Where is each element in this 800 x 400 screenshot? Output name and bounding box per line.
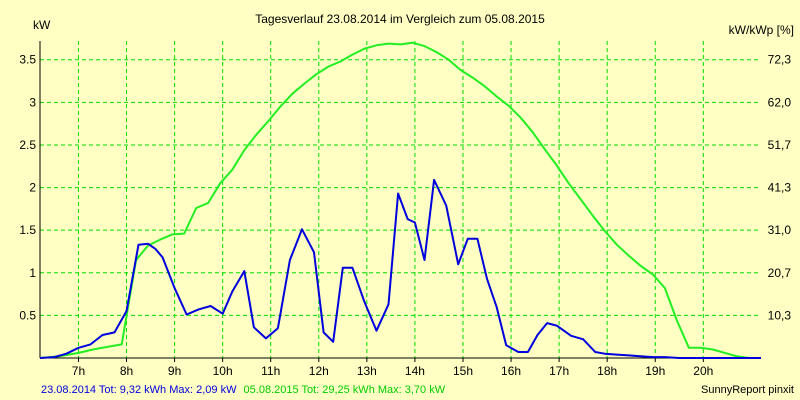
series-line-23.08.2014 — [39, 178, 761, 359]
footer-summary: 23.08.2014 Tot: 9,32 kWh Max: 2,09 kW 05… — [41, 384, 446, 396]
axes — [39, 41, 761, 362]
footer-credit: SunnyReport pinxit — [701, 384, 794, 396]
y-tick-label-right: 41,3 — [768, 181, 792, 195]
series-line-05.08.2015 — [39, 41, 761, 359]
footer-series-2014-label: 23.08.2014 Tot: 9,32 kWh Max: 2,09 kW — [41, 384, 237, 396]
x-tick-label: 12h — [309, 364, 329, 378]
left-axis-unit-label: kW — [33, 18, 51, 32]
x-tick-label: 18h — [597, 364, 617, 378]
right-axis-unit-label: kW/kWp [%] — [729, 23, 794, 37]
y-tick-label-left: 3 — [29, 95, 36, 109]
y-tick-label-left: 1.5 — [19, 223, 36, 237]
y-tick-label-left: 0.5 — [19, 308, 36, 322]
y-tick-label-right: 20,7 — [768, 266, 792, 280]
y-tick-label-right: 51,7 — [768, 138, 792, 152]
y-tick-label-left: 1 — [29, 266, 36, 280]
x-tick-label: 10h — [213, 364, 233, 378]
x-tick-label: 7h — [72, 364, 85, 378]
y-tick-label-right: 62,0 — [768, 95, 792, 109]
grid-lines — [40, 41, 761, 358]
x-tick-label: 14h — [405, 364, 425, 378]
footer-series-2015-label: 05.08.2015 Tot: 29,25 kWh Max: 3,70 kW — [244, 384, 446, 396]
y-tick-label-left: 2 — [29, 181, 36, 195]
y-tick-label-right: 31,0 — [768, 223, 792, 237]
x-tick-label: 16h — [501, 364, 521, 378]
x-tick-label: 13h — [357, 364, 377, 378]
chart-title: Tagesverlauf 23.08.2014 im Vergleich zum… — [255, 12, 545, 26]
x-tick-label: 17h — [549, 364, 569, 378]
y-tick-label-right: 72,3 — [768, 53, 792, 67]
y-tick-label-left: 3.5 — [19, 53, 36, 67]
tick-labels: 7h 8h 9h 10h 11h 12h 13h 14h 15h 16h 17h 18h 19h 20h 0… — [19, 53, 791, 378]
x-tick-label: 9h — [168, 364, 181, 378]
y-tick-label-right: 10,3 — [768, 308, 792, 322]
y-tick-label-left: 2.5 — [19, 138, 36, 152]
data-series — [39, 41, 761, 359]
x-tick-label: 19h — [645, 364, 665, 378]
x-tick-label: 11h — [261, 364, 280, 378]
x-tick-label: 15h — [453, 364, 473, 378]
x-tick-label: 20h — [693, 364, 713, 378]
x-tick-label: 8h — [120, 364, 133, 378]
